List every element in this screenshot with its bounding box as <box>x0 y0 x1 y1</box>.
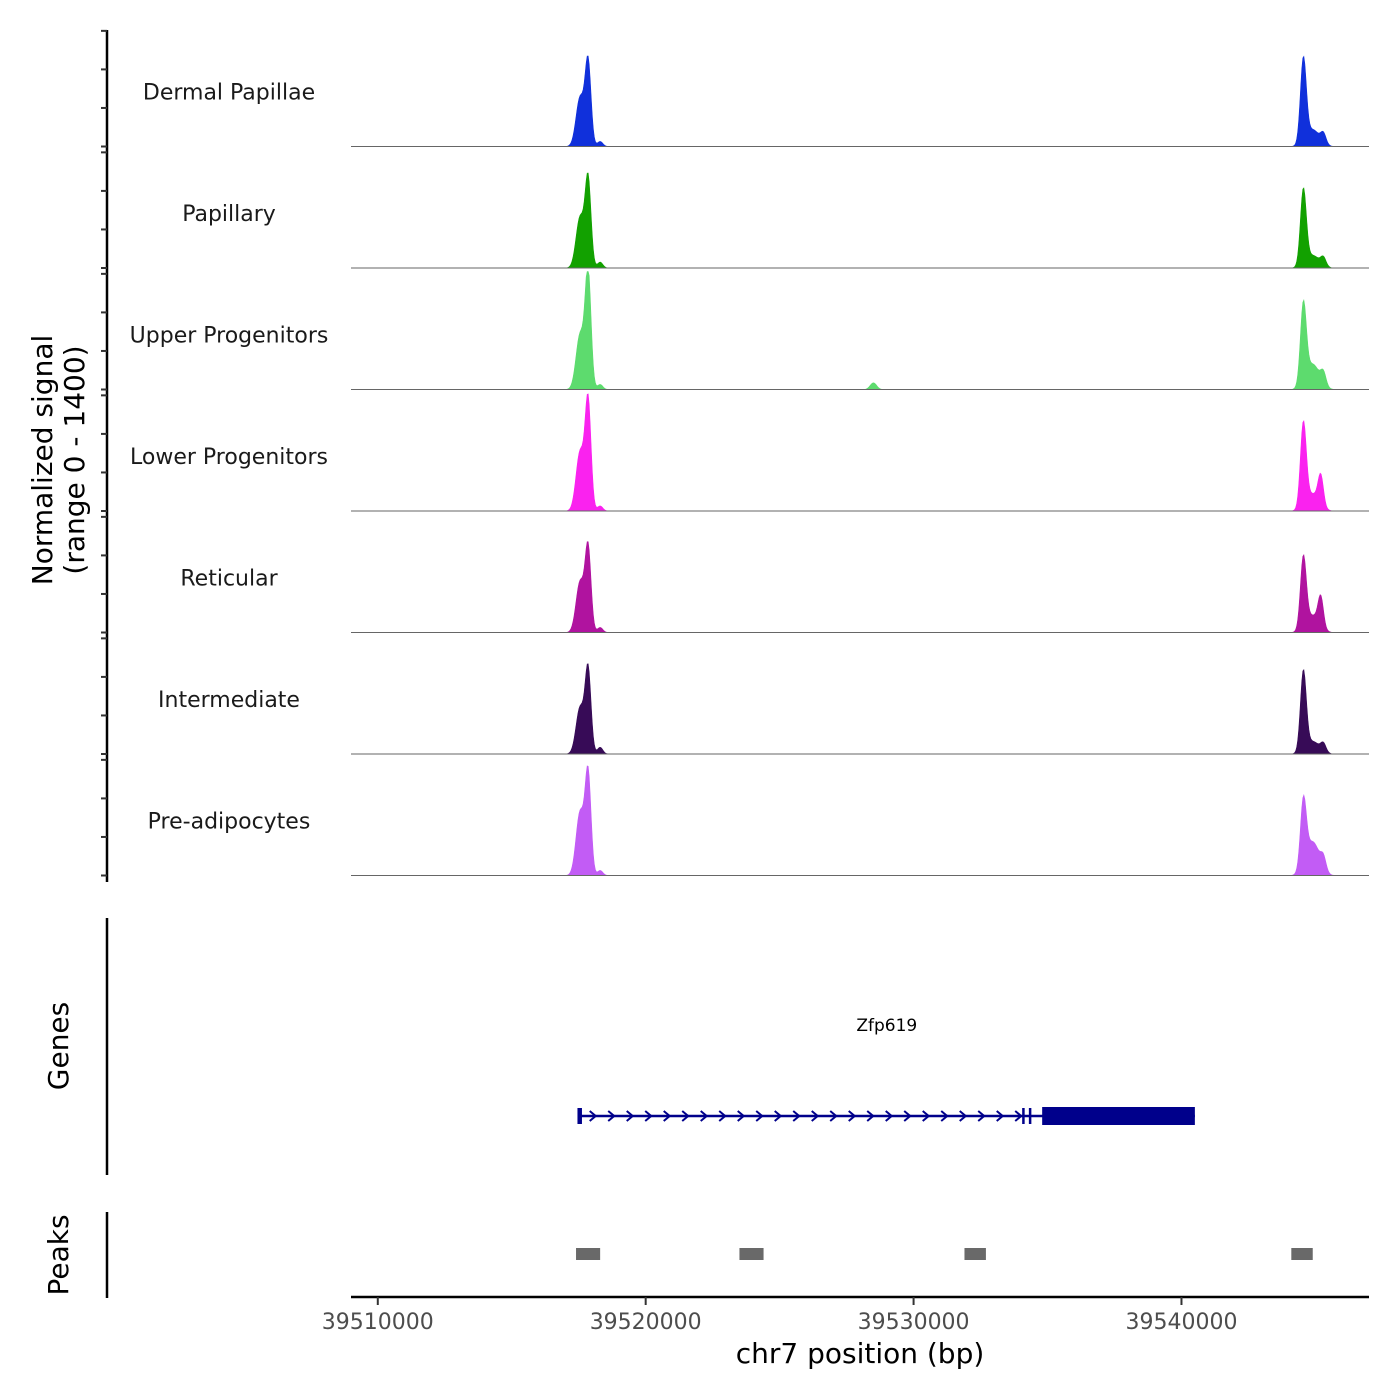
signal-area <box>351 663 1369 755</box>
strand-arrow <box>663 1110 672 1122</box>
gene-name-label: Zfp619 <box>856 1016 917 1036</box>
peak-region <box>1291 1248 1313 1260</box>
x-tick-label: 39520000 <box>590 1310 702 1335</box>
track-label: Dermal Papillae <box>143 81 315 106</box>
track-label: Lower Progenitors <box>130 445 328 470</box>
track-label: Upper Progenitors <box>130 324 329 349</box>
x-axis-title: chr7 position (bp) <box>736 1337 985 1370</box>
track-intermediate: Intermediate <box>158 663 1369 755</box>
strand-arrow <box>774 1110 783 1122</box>
peak-region <box>576 1248 601 1260</box>
track-reticular: Reticular <box>180 541 1369 633</box>
strand-arrow <box>996 1110 1005 1122</box>
signal-area <box>351 271 1369 390</box>
track-dermal-papillae: Dermal Papillae <box>143 55 1369 147</box>
genes-axis-title: Genes <box>42 1002 75 1090</box>
strand-arrow <box>1014 1110 1023 1122</box>
track-label: Papillary <box>182 202 276 227</box>
strand-arrow <box>811 1110 820 1122</box>
signal-area <box>351 541 1369 633</box>
x-tick-label: 39540000 <box>1125 1310 1237 1335</box>
track-label: Reticular <box>180 567 278 592</box>
x-tick-label: 39530000 <box>858 1310 970 1335</box>
strand-arrow <box>885 1110 894 1122</box>
peaks-track <box>576 1248 1313 1260</box>
strand-arrow <box>940 1110 949 1122</box>
track-label: Pre-adipocytes <box>148 810 311 835</box>
track-label: Intermediate <box>158 688 300 713</box>
track-upper-progenitors: Upper Progenitors <box>130 271 1369 390</box>
gene-track: Zfp619 <box>577 1016 1195 1125</box>
peak-region <box>964 1248 986 1260</box>
strand-arrow <box>922 1110 931 1122</box>
strand-arrow <box>607 1110 616 1122</box>
track-lower-progenitors: Lower Progenitors <box>130 393 1369 512</box>
strand-arrow <box>737 1110 746 1122</box>
peaks-axis-title: Peaks <box>42 1214 75 1295</box>
signal-area <box>351 172 1369 269</box>
signal-area <box>351 55 1369 147</box>
strand-arrow <box>700 1110 709 1122</box>
strand-arrow <box>848 1110 857 1122</box>
strand-arrow <box>755 1110 764 1122</box>
coverage-tracks: Dermal Papillae Papillary Upper Progenitor… <box>130 55 1369 876</box>
y-axis-title-line2: (range 0 - 1400) <box>58 345 91 574</box>
strand-arrow <box>681 1110 690 1122</box>
coverage-y-ticks <box>101 29 107 877</box>
strand-arrow <box>829 1110 838 1122</box>
strand-arrow <box>589 1110 598 1122</box>
x-tick-label: 39510000 <box>322 1310 434 1335</box>
x-axis-ticks: 39510000 39520000 39530000 39540000 <box>322 1297 1237 1335</box>
strand-arrow <box>959 1110 968 1122</box>
strand-arrow <box>903 1110 912 1122</box>
strand-arrow <box>866 1110 875 1122</box>
y-axis-title-line1: Normalized signal <box>26 335 59 586</box>
gene-coding-exon <box>1042 1107 1195 1125</box>
strand-arrow <box>644 1110 653 1122</box>
signal-area <box>351 765 1369 876</box>
strand-arrow <box>792 1110 801 1122</box>
track-pre-adipocytes: Pre-adipocytes <box>148 765 1369 876</box>
strand-arrow <box>977 1110 986 1122</box>
peak-region <box>739 1248 764 1260</box>
signal-area <box>351 393 1369 512</box>
strand-arrow <box>626 1110 635 1122</box>
track-papillary: Papillary <box>182 172 1369 269</box>
strand-arrow <box>718 1110 727 1122</box>
